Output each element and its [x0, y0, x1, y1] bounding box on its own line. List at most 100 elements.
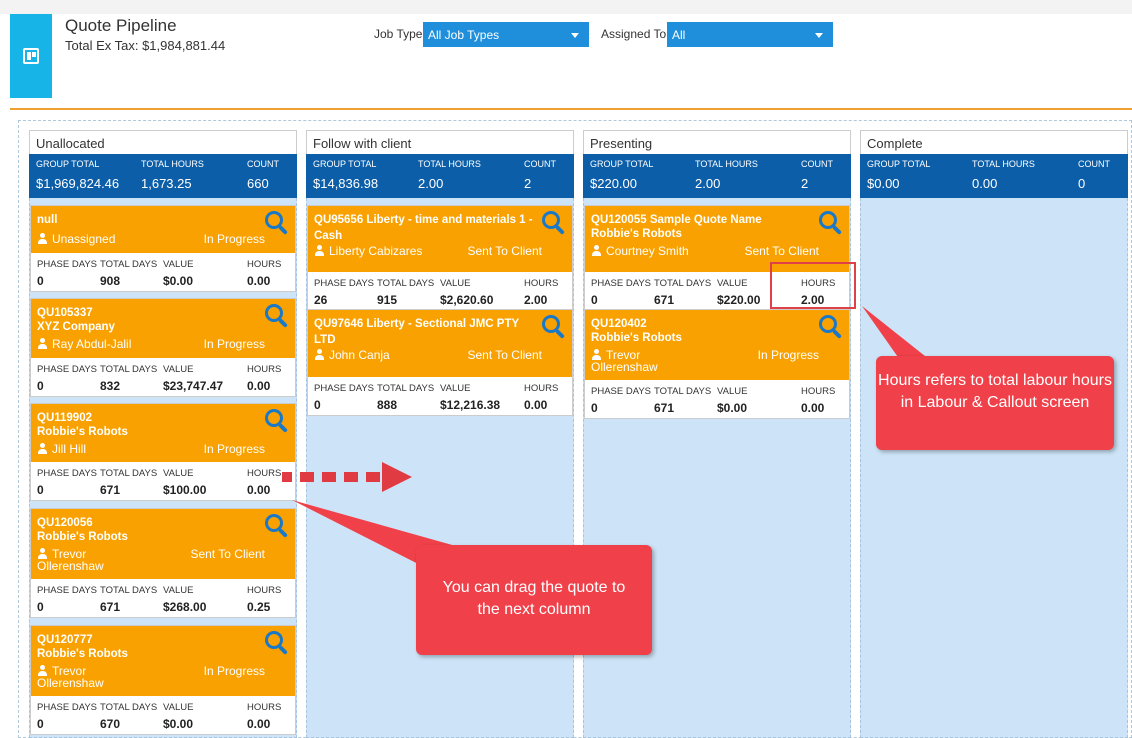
phase-days-label: PHASE DAYS	[314, 278, 375, 289]
total-days-value: 670	[100, 717, 121, 731]
quote-client: Robbie's Robots	[591, 332, 682, 344]
quote-id[interactable]: QU120055 Sample Quote Name	[591, 214, 762, 226]
quote-card-header: QU97646 Liberty - Sectional JMC PTY LTD J…	[308, 310, 572, 377]
hours-value: 0.25	[247, 600, 271, 614]
quote-id[interactable]: QU120402	[591, 318, 647, 330]
quote-card-header: QU120055 Sample Quote Name Robbie's Robot…	[585, 206, 849, 272]
quote-value: $12,216.38	[440, 398, 501, 412]
quote-id[interactable]: QU120777	[37, 634, 93, 646]
quote-card-header: QU95656 Liberty - time and materials 1 -…	[308, 206, 572, 272]
search-icon[interactable]	[265, 514, 289, 538]
total-days-label: TOTAL DAYS	[377, 278, 435, 289]
search-icon[interactable]	[265, 211, 289, 235]
trello-board-icon[interactable]	[10, 14, 52, 98]
user-icon	[37, 548, 48, 559]
value-label: VALUE	[717, 386, 748, 397]
hours-label: HOURS	[801, 278, 836, 289]
total-hours-value: 2.00	[695, 176, 721, 191]
total-hours-value: 1,673.25	[141, 176, 192, 191]
quote-card-stats: PHASE DAYS TOTAL DAYS VALUE HOURS 0 671 $0.00 0…	[585, 380, 849, 418]
quote-client: Robbie's Robots	[37, 426, 128, 438]
quote-id[interactable]: QU95656 Liberty - time and materials 1 -…	[314, 214, 533, 242]
total-days-value: 915	[377, 293, 398, 307]
quote-status: In Progress	[203, 442, 265, 456]
column-title: Unallocated	[29, 130, 297, 154]
header-divider	[10, 108, 1132, 110]
quote-value: $23,747.47	[163, 379, 224, 393]
total-days-label: TOTAL DAYS	[654, 278, 712, 289]
job-type-select[interactable]: All Job Types	[423, 22, 589, 47]
total-hours-label: TOTAL HOURS	[695, 159, 758, 169]
column-dropzone[interactable]	[860, 198, 1128, 738]
search-icon[interactable]	[542, 315, 566, 339]
quote-card[interactable]: QU95656 Liberty - time and materials 1 -…	[307, 205, 573, 311]
total-days-value: 832	[100, 379, 121, 393]
quote-card-stats: PHASE DAYS TOTAL DAYS VALUE HOURS 0 671 $100.0…	[31, 462, 295, 500]
group-total-label: GROUP TOTAL	[313, 159, 377, 169]
column-title: Complete	[860, 130, 1128, 154]
column-stats: GROUP TOTAL TOTAL HOURS COUNT $14,836.98 2.0…	[306, 154, 574, 198]
count-value: 660	[247, 176, 269, 191]
quote-card[interactable]: QU97646 Liberty - Sectional JMC PTY LTD J…	[307, 309, 573, 416]
total-hours-label: TOTAL HOURS	[972, 159, 1035, 169]
hours-label: HOURS	[247, 468, 282, 479]
phase-days-label: PHASE DAYS	[591, 278, 652, 289]
user-icon	[591, 245, 602, 256]
quote-id[interactable]: QU97646 Liberty - Sectional JMC PTY LTD	[314, 318, 519, 346]
group-total-label: GROUP TOTAL	[590, 159, 654, 169]
chevron-down-icon	[815, 33, 823, 38]
assigned-to-select[interactable]: All	[667, 22, 833, 47]
hours-value: 0.00	[247, 717, 271, 731]
assigned-person: Courtney Smith	[591, 244, 689, 257]
column-stats: GROUP TOTAL TOTAL HOURS COUNT $1,969,824.46…	[29, 154, 297, 198]
quote-card[interactable]: null Unassigned In Progress PHASE DAYS TOTAL…	[30, 205, 296, 292]
quote-status: In Progress	[757, 348, 819, 362]
total-days-value: 671	[100, 483, 121, 497]
quote-card-header: QU120777 Robbie's Robots Trevor Ollerensha…	[31, 626, 295, 696]
phase-days-value: 0	[591, 293, 598, 307]
quote-card[interactable]: QU119902 Robbie's Robots Jill Hill In Progr…	[30, 403, 296, 501]
column-stats: GROUP TOTAL TOTAL HOURS COUNT $220.00 2.00 2	[583, 154, 851, 198]
phase-days-label: PHASE DAYS	[37, 702, 98, 713]
hours-callout: Hours refers to total labour hours in La…	[876, 356, 1114, 450]
quote-id[interactable]: QU119902	[37, 412, 92, 424]
assigned-person-name: Jill Hill	[52, 442, 86, 456]
search-icon[interactable]	[265, 409, 289, 433]
total-hours-label: TOTAL HOURS	[418, 159, 481, 169]
total-days-value: 888	[377, 398, 398, 412]
quote-card[interactable]: QU120402 Robbie's Robots Trevor Ollerensha…	[584, 309, 850, 419]
group-total-value: $220.00	[590, 176, 637, 191]
hours-label: HOURS	[524, 278, 559, 289]
value-label: VALUE	[163, 259, 194, 270]
hours-label: HOURS	[247, 259, 282, 270]
quote-card[interactable]: QU120777 Robbie's Robots Trevor Ollerensha…	[30, 625, 296, 735]
phase-days-label: PHASE DAYS	[591, 386, 652, 397]
search-icon[interactable]	[265, 304, 289, 328]
quote-value: $2,620.60	[440, 293, 494, 307]
quote-client: Robbie's Robots	[591, 228, 682, 240]
search-icon[interactable]	[542, 211, 566, 235]
hours-label: HOURS	[247, 585, 282, 596]
quote-card[interactable]: QU105337 XYZ Company Ray Abdul-Jalil In Pro…	[30, 298, 296, 397]
user-icon	[37, 233, 48, 244]
hours-label: HOURS	[247, 702, 282, 713]
quote-card-stats: PHASE DAYS TOTAL DAYS VALUE HOURS 0 670 $0.00 0…	[31, 696, 295, 734]
hours-value: 0.00	[524, 398, 548, 412]
phase-days-value: 0	[37, 483, 44, 497]
phase-days-value: 0	[591, 401, 598, 415]
search-icon[interactable]	[265, 631, 289, 655]
quote-card-stats: PHASE DAYS TOTAL DAYS VALUE HOURS 0 908 $0.00 0…	[31, 253, 295, 291]
quote-id[interactable]: QU105337	[37, 307, 93, 319]
total-days-label: TOTAL DAYS	[654, 386, 712, 397]
group-total-value: $14,836.98	[313, 176, 379, 191]
count-value: 2	[524, 176, 532, 191]
search-icon[interactable]	[819, 211, 843, 235]
user-icon	[37, 443, 48, 454]
quote-card[interactable]: QU120056 Robbie's Robots Trevor Ollerensha…	[30, 508, 296, 618]
total-days-label: TOTAL DAYS	[100, 702, 158, 713]
count-label: COUNT	[524, 159, 556, 169]
search-icon[interactable]	[819, 315, 843, 339]
quote-card[interactable]: QU120055 Sample Quote Name Robbie's Robot…	[584, 205, 850, 311]
quote-id[interactable]: QU120056	[37, 517, 93, 529]
quote-id[interactable]: null	[37, 214, 58, 226]
